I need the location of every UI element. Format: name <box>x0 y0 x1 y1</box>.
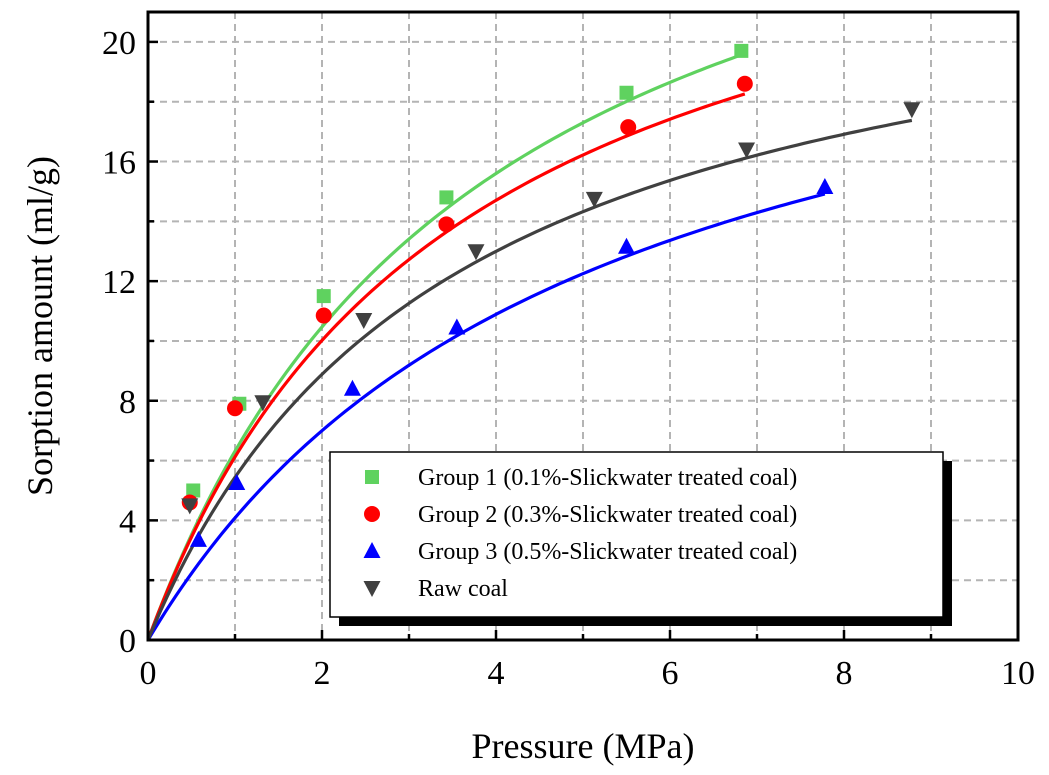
legend-entry-label: Group 1 (0.1%-Slickwater treated coal) <box>418 465 797 491</box>
data-point-triangle-up <box>816 177 834 194</box>
fit-curve <box>146 53 742 641</box>
x-tick-label: 10 <box>1001 655 1035 692</box>
data-point-triangle-up <box>189 530 207 547</box>
data-point-triangle-down <box>585 191 603 208</box>
legend-box <box>329 451 944 618</box>
data-point-triangle-down <box>903 102 921 119</box>
data-point-triangle-up <box>228 474 246 490</box>
data-point-triangle-up <box>618 237 635 254</box>
fit-curve <box>146 118 913 641</box>
data-point-circle <box>315 307 332 324</box>
y-axis-label: Sorption amount (ml/g) <box>20 156 60 496</box>
data-point-circle <box>364 506 380 522</box>
data-point-circle <box>227 400 243 417</box>
x-tick-label: 2 <box>314 655 331 692</box>
y-tick-label: 4 <box>119 503 136 540</box>
x-tick-label: 6 <box>662 655 679 692</box>
legend-entry-label: Raw coal <box>418 576 508 602</box>
data-point-triangle-up <box>363 542 381 558</box>
y-tick-label: 8 <box>119 384 136 421</box>
axis-ticks: 0 2 4 6 8 10 0 4 8 12 16 20 <box>102 25 1035 692</box>
data-point-square <box>439 190 454 205</box>
fit-curve <box>146 192 826 641</box>
data-point-triangle-down <box>355 313 373 330</box>
data-point-triangle-up <box>343 379 361 396</box>
data-point-square <box>734 43 749 58</box>
x-tick-label: 0 <box>140 655 157 692</box>
data-point-triangle-down <box>254 395 272 412</box>
data-point-square <box>619 85 634 100</box>
data-markers <box>181 43 921 547</box>
y-tick-label: 20 <box>102 25 136 62</box>
legend-entry-label: Group 2 (0.3%-Slickwater treated coal) <box>418 502 797 528</box>
data-point-square <box>186 483 201 498</box>
y-tick-label: 12 <box>102 264 136 301</box>
y-tick-label: 0 <box>119 623 136 660</box>
data-point-circle <box>736 75 753 92</box>
data-point-circle <box>620 119 637 136</box>
legend: Group 1 (0.1%-Slickwater treated coal) Gr… <box>329 451 952 626</box>
y-tick-label: 16 <box>102 145 136 182</box>
data-point-circle <box>438 216 455 233</box>
data-point-triangle-down <box>467 244 485 261</box>
data-point-triangle-down <box>738 142 756 159</box>
legend-entry-label: Group 3 (0.5%-Slickwater treated coal) <box>418 539 797 565</box>
data-point-square <box>316 289 331 304</box>
data-point-triangle-down <box>181 498 199 515</box>
x-tick-label: 8 <box>836 655 853 692</box>
x-tick-label: 4 <box>488 655 505 692</box>
data-point-square <box>365 470 379 484</box>
data-point-triangle-up <box>448 318 466 335</box>
x-axis-label: Pressure (MPa) <box>472 726 695 766</box>
data-point-triangle-down <box>363 581 381 597</box>
